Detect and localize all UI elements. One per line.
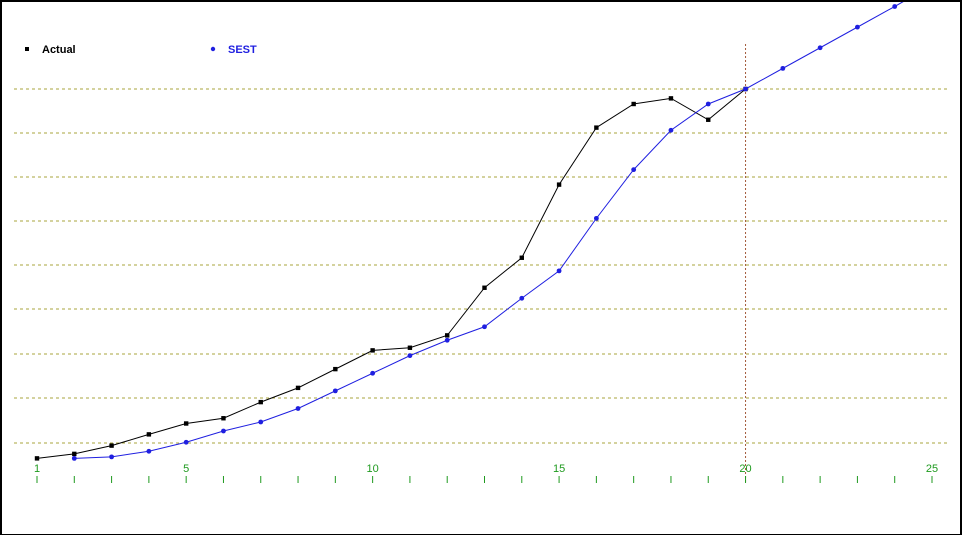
data-point-actual-12 [445, 333, 450, 338]
data-point-sest-12 [444, 337, 450, 343]
data-point-sest-2 [71, 455, 77, 461]
series-line-sest [74, 2, 904, 459]
data-point-actual-15 [556, 182, 562, 187]
x-tick-label-5: 5 [183, 463, 189, 475]
data-point-sest-6 [221, 428, 226, 434]
data-point-sest-15 [556, 268, 562, 274]
data-point-actual-16 [594, 125, 599, 130]
series-sest [71, 2, 904, 461]
data-point-actual-4 [146, 432, 152, 437]
data-point-sest-13 [482, 324, 487, 330]
data-point-actual-14 [519, 255, 524, 260]
data-point-actual-5 [183, 421, 189, 426]
data-point-sest-24 [892, 4, 898, 9]
data-point-actual-10 [370, 348, 375, 353]
data-point-actual-6 [221, 416, 226, 421]
data-point-sest-9 [332, 388, 338, 394]
x-axis-ticks: 1 5 10 15 20 25 [34, 463, 938, 483]
series-layer [34, 2, 904, 461]
legend-label-actual: Actual [42, 44, 76, 56]
x-tick-label-10: 10 [367, 463, 379, 475]
data-point-actual-3 [109, 443, 114, 448]
data-point-sest-10 [370, 370, 376, 376]
legend-marker-actual [25, 47, 29, 51]
data-point-sest-4 [146, 448, 152, 454]
x-tick-label-1: 1 [34, 463, 40, 475]
data-point-actual-9 [333, 366, 338, 372]
data-point-sest-11 [407, 353, 413, 359]
data-point-sest-14 [519, 295, 525, 301]
x-tick-label-15: 15 [553, 463, 565, 475]
data-point-actual-13 [482, 285, 487, 290]
data-point-actual-7 [258, 399, 263, 405]
legend-marker-sest [210, 46, 216, 52]
x-tick-label-20: 20 [739, 463, 751, 475]
data-point-sest-8 [295, 406, 301, 411]
data-point-sest-19 [705, 101, 711, 107]
legend-label-sest: SEST [228, 44, 257, 56]
data-point-sest-22 [817, 45, 823, 51]
data-point-actual-11 [407, 345, 413, 350]
data-point-sest-3 [109, 454, 114, 460]
data-point-actual-8 [295, 385, 301, 391]
data-point-actual-18 [668, 96, 674, 101]
data-point-sest-17 [631, 167, 637, 173]
series-actual [34, 86, 748, 461]
data-point-sest-5 [183, 439, 189, 445]
data-point-sest-23 [855, 24, 860, 30]
legend: Actual SEST [25, 44, 257, 56]
data-point-sest-16 [593, 215, 599, 221]
x-tick-label-25: 25 [926, 463, 938, 475]
data-point-sest-21 [780, 65, 786, 71]
data-point-actual-17 [631, 101, 636, 107]
data-point-actual-2 [72, 451, 77, 457]
series-line-actual [36, 88, 746, 459]
data-point-actual-1 [34, 456, 40, 461]
data-point-sest-7 [258, 419, 264, 425]
data-point-sest-20 [743, 86, 748, 92]
gridlines [14, 88, 947, 444]
data-point-sest-18 [668, 127, 674, 133]
data-point-actual-19 [706, 117, 711, 122]
